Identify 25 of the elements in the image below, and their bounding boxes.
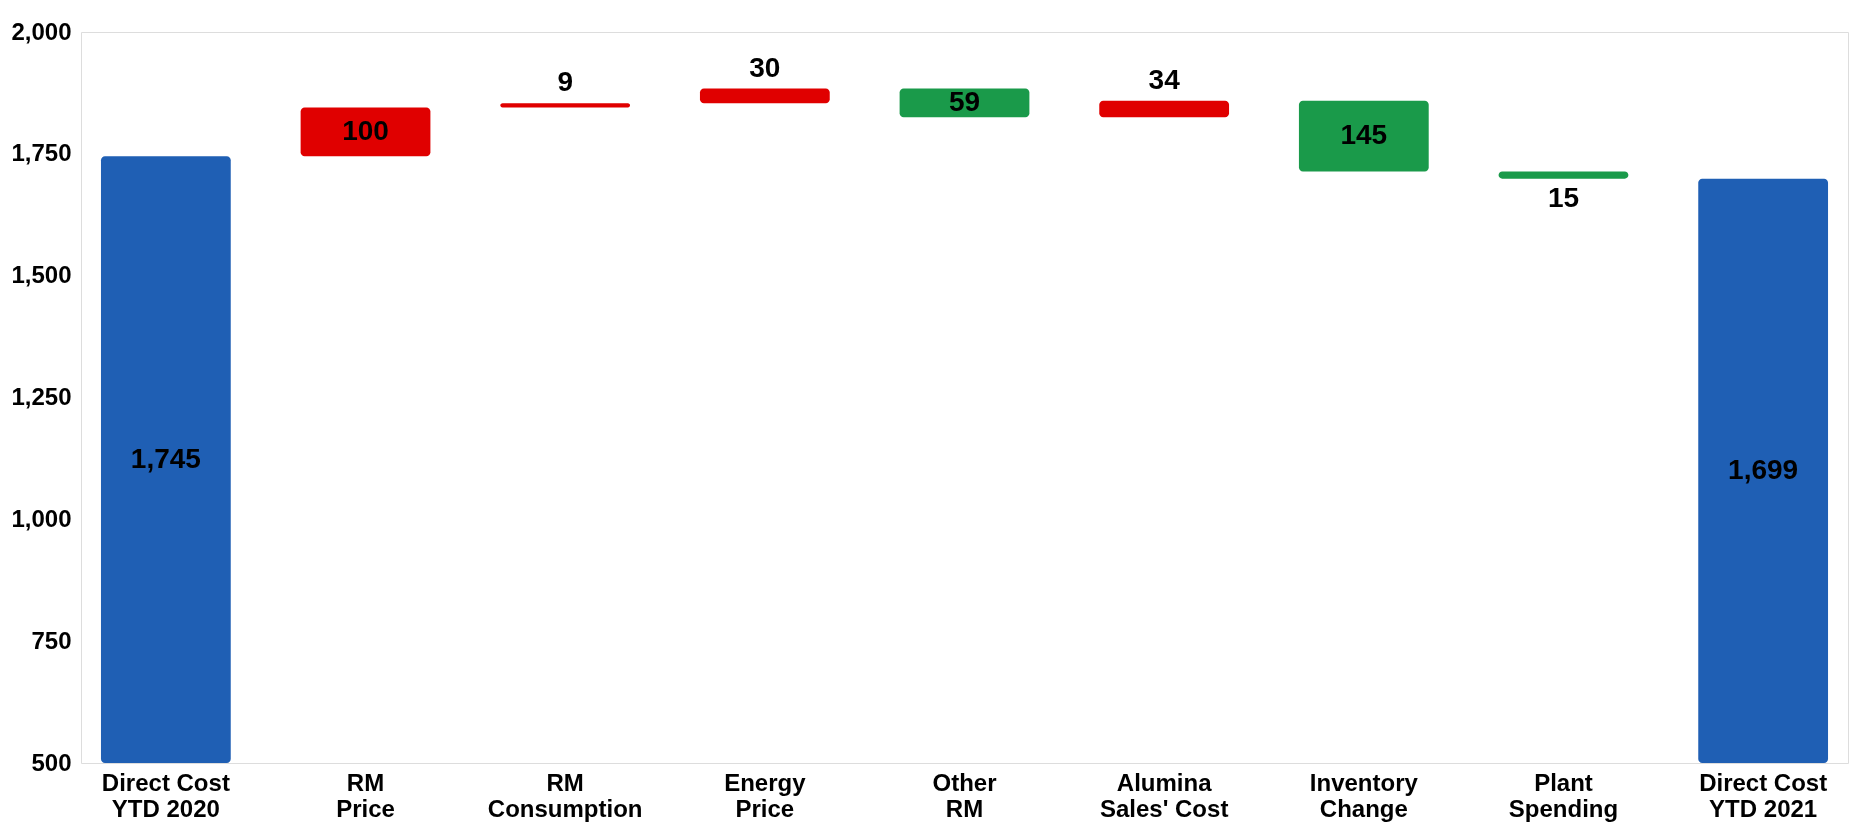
x-tick-label: Energy Price — [724, 768, 807, 822]
data-label: 100 — [342, 114, 389, 146]
y-tick-label: 500 — [31, 748, 72, 776]
x-tick-label: Inventory Change — [1309, 768, 1419, 822]
y-tick-label: 750 — [31, 626, 72, 654]
x-tick-label: Alumina Sales' Cost — [1099, 768, 1229, 822]
y-tick-label: 2,000 — [11, 17, 72, 45]
y-tick-label: 1,250 — [11, 383, 72, 410]
data-label: 145 — [1340, 119, 1388, 151]
y-tick-label: 1,500 — [11, 261, 72, 289]
data-label: 34 — [1148, 63, 1181, 95]
data-label: 1,699 — [1728, 453, 1799, 485]
x-tick-label: Direct Cost YTD 2021 — [1699, 768, 1828, 822]
data-label: 9 — [557, 66, 573, 98]
data-label: 30 — [749, 51, 781, 83]
x-tick-label: Direct Cost YTD 2020 — [101, 768, 230, 822]
y-tick-label: 1,000 — [11, 504, 72, 532]
x-tick-label: RM Price — [336, 768, 395, 822]
y-tick-label: 1,750 — [11, 139, 72, 167]
x-tick-label: RM Consumption — [487, 768, 643, 822]
data-label: 59 — [948, 85, 981, 117]
data-label: 1,745 — [130, 442, 201, 474]
x-tick-label: Plant Spending — [1508, 768, 1619, 822]
x-tick-label: Other RM — [932, 768, 997, 822]
data-label: 15 — [1547, 181, 1580, 213]
